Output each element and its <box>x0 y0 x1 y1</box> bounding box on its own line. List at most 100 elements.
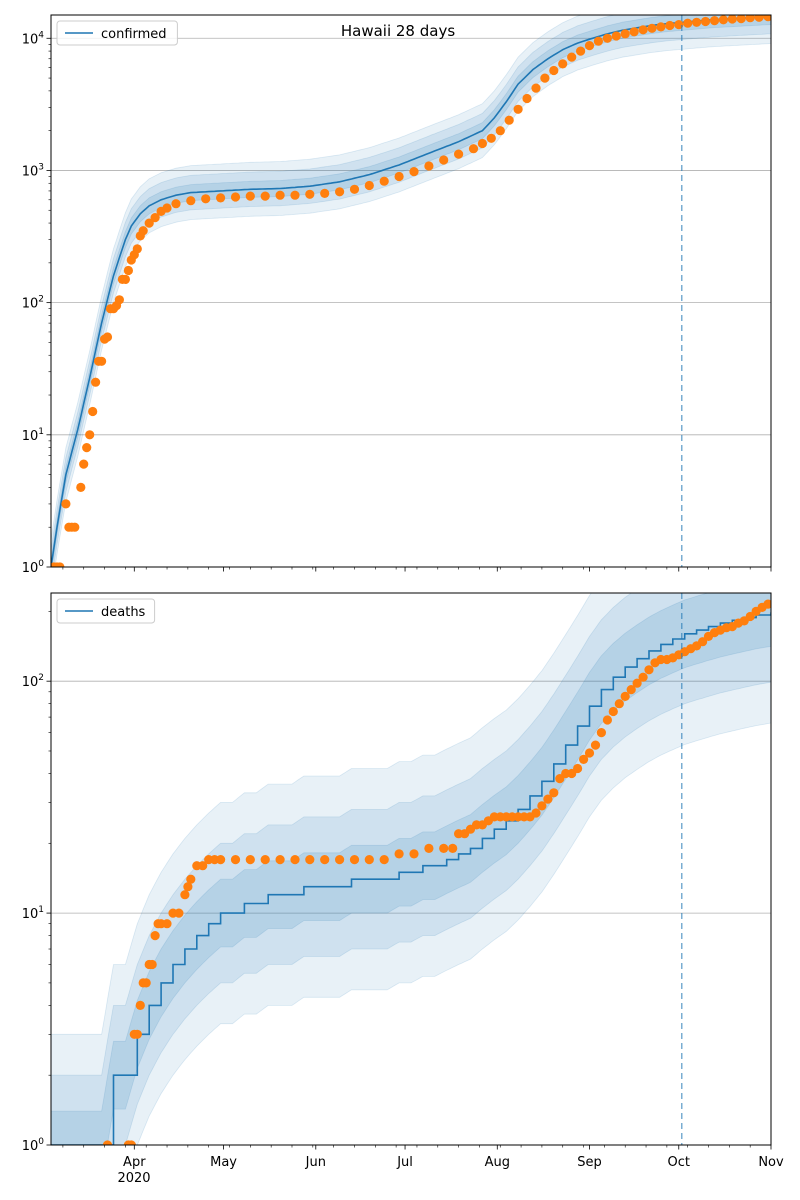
deaths-observed-point <box>132 1029 142 1039</box>
confirmed-observed-point <box>486 133 496 143</box>
deaths-observed-point <box>150 931 160 941</box>
deaths-model-line <box>51 612 771 1145</box>
deaths-observed-point <box>698 637 708 647</box>
deaths-observed-point <box>102 1140 113 1145</box>
confirmed-observed-point <box>522 93 532 104</box>
x-axis-year-label: 2020 <box>117 1171 150 1186</box>
confirmed-observed-point <box>305 189 315 199</box>
confirmed-observed-point <box>349 184 360 194</box>
confirmed-observed-point <box>245 191 255 201</box>
confirmed-y-ticks: 100 101 102 103 104 <box>22 30 51 576</box>
x-tick-label-may: May <box>210 1155 237 1170</box>
deaths-y-tick-label: 101 <box>22 905 44 922</box>
confirmed-observed-point <box>656 22 666 32</box>
deaths-observed-point <box>632 678 642 688</box>
confirmed-observed-point <box>454 149 464 159</box>
deaths-observed-point <box>364 855 374 865</box>
deaths-observed-points <box>102 599 771 1145</box>
x-tick-label-jun: Jun <box>305 1155 326 1170</box>
deaths-observed-point <box>349 855 360 865</box>
confirmed-observed-point <box>91 377 101 387</box>
deaths-observed-point <box>614 699 624 709</box>
confirmed-observed-point <box>692 17 702 27</box>
confirmed-band-1 <box>51 15 771 567</box>
deaths-legend-label: deaths <box>101 605 146 620</box>
confirmed-observed-point <box>540 73 550 83</box>
confirmed-observed-point <box>647 23 657 33</box>
deaths-observed-point <box>448 843 458 854</box>
x-tick-label-nov: Nov <box>758 1155 784 1170</box>
confirmed-observed-point <box>439 155 449 165</box>
confirmed-observed-point <box>320 188 330 198</box>
confirmed-observed-point <box>144 218 154 228</box>
confirmed-observed-point <box>424 161 434 171</box>
deaths-band-1 <box>51 593 771 1145</box>
deaths-observed-point <box>216 855 226 865</box>
confirmed-observed-point <box>477 138 487 149</box>
confirmed-observed-point <box>216 193 226 203</box>
confirmed-y-tick-label: 102 <box>22 295 44 312</box>
deaths-axes-frame <box>50 592 772 1146</box>
confirmed-legend-label: confirmed <box>101 27 167 42</box>
deaths-observed-point <box>596 728 607 738</box>
confirmed-observed-point <box>638 25 648 35</box>
confirmed-observed-point <box>364 180 374 191</box>
confirmed-y-tick-label: 103 <box>22 162 44 179</box>
deaths-observed-point <box>579 754 589 765</box>
confirmed-observed-point <box>629 27 639 37</box>
confirmed-observed-point <box>260 191 270 201</box>
deaths-y-tick-label: 102 <box>22 673 44 690</box>
confirmed-observed-point <box>55 562 65 567</box>
deaths-observed-point <box>439 843 449 854</box>
confirmed-legend: confirmed <box>56 20 178 46</box>
confirmed-observed-point <box>88 406 98 417</box>
confirmed-observed-point <box>593 36 604 46</box>
deaths-observed-point <box>230 855 241 865</box>
confirmed-observed-point <box>709 16 720 26</box>
deaths-band-2 <box>51 593 771 1145</box>
chart-title: Hawaii 28 days <box>341 22 455 40</box>
confirmed-observed-point <box>468 144 479 154</box>
confirmed-observed-point <box>394 171 404 182</box>
deaths-observed-point <box>584 748 595 758</box>
x-tick-label-jul: Jul <box>396 1155 413 1170</box>
deaths-observed-point <box>424 843 434 854</box>
deaths-observed-point <box>543 794 553 804</box>
confirmed-observed-point <box>736 15 746 24</box>
deaths-observed-point <box>335 855 345 865</box>
confirmed-observed-point <box>97 356 107 366</box>
deaths-observed-point <box>573 763 583 774</box>
deaths-observed-point <box>260 855 270 865</box>
deaths-observed-point <box>275 855 285 865</box>
confirmed-observed-point <box>138 226 148 236</box>
x-tick-label-apr: Apr <box>123 1155 146 1170</box>
confirmed-observed-point <box>70 522 80 532</box>
confirmed-observed-point <box>763 15 771 22</box>
confirmed-band-3 <box>51 15 771 567</box>
confirmed-axes-frame <box>50 14 772 568</box>
confirmed-confidence-bands <box>51 15 771 567</box>
deaths-confidence-bands <box>51 593 771 1145</box>
x-tick-label-aug: Aug <box>485 1155 510 1170</box>
confirmed-observed-point <box>683 18 693 28</box>
confirmed-observed-point <box>120 274 130 284</box>
confirmed-observed-point <box>576 46 586 56</box>
deaths-observed-point <box>245 855 255 865</box>
confirmed-observed-point <box>230 192 241 202</box>
deaths-observed-point <box>608 706 618 717</box>
deaths-observed-point <box>549 788 559 798</box>
x-tick-label-sep: Sep <box>577 1155 602 1170</box>
confirmed-observed-point <box>558 59 568 69</box>
confirmed-observed-point <box>513 104 523 114</box>
deaths-observed-point <box>147 959 157 970</box>
deaths-observed-point <box>305 855 315 865</box>
confirmed-observed-point <box>718 15 729 25</box>
confirmed-observed-point <box>379 176 389 186</box>
deaths-observed-point <box>135 1000 145 1011</box>
confirmed-observed-points <box>51 15 771 567</box>
deaths-observed-point <box>626 685 636 695</box>
confirmed-x-ticks <box>62 567 772 572</box>
confirmed-observed-point <box>186 196 196 206</box>
confirmed-panel: 100 101 102 103 104 confirmed Hawaii 28 days <box>22 14 772 576</box>
